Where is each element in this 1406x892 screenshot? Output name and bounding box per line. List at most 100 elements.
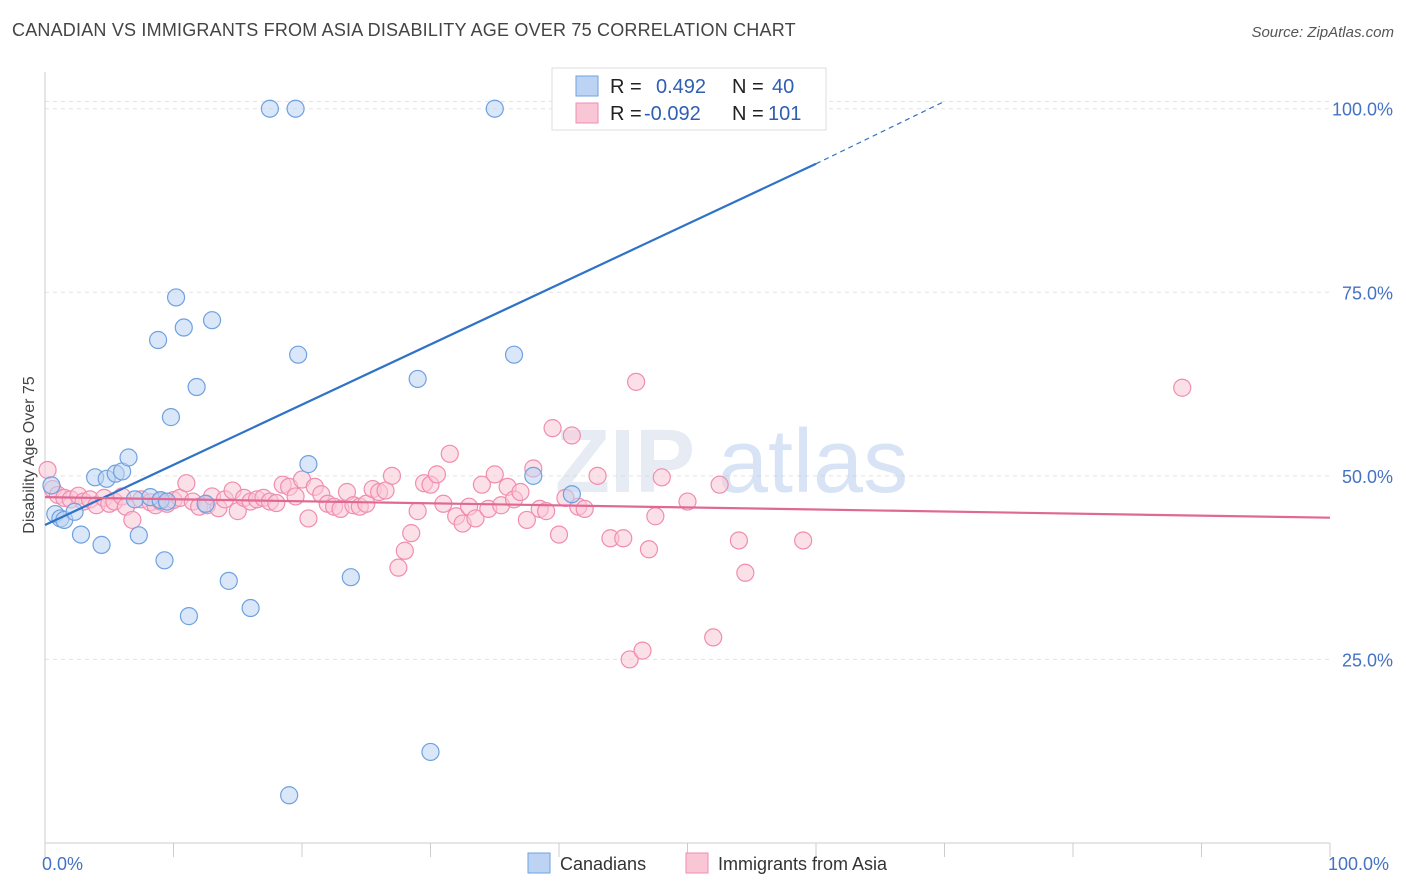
canadians-point-30: [286, 99, 305, 118]
canadians-point-27: [241, 598, 260, 618]
immigrants-point-92: [646, 507, 665, 526]
axes: [44, 72, 1331, 857]
canadians-point-38: [524, 466, 543, 485]
y-tick-label-0: 25.0%: [1342, 650, 1393, 670]
canadians-point-36: [485, 99, 504, 118]
immigrants-point-70: [485, 465, 504, 484]
immigrants-point-75: [517, 510, 536, 530]
immigrants-point-87: [614, 529, 633, 548]
immigrants-point-41: [299, 509, 318, 528]
immigrants-point-95: [704, 628, 723, 647]
series-canadians-points: [42, 99, 581, 805]
canadians-point-26: [219, 571, 238, 590]
legend-n-value-2: 101: [768, 103, 801, 125]
canadians-point-33: [341, 568, 360, 587]
canadians-point-31: [289, 345, 308, 364]
immigrants-point-36: [267, 493, 286, 513]
y-tick-label-1: 50.0%: [1342, 467, 1393, 487]
immigrants-point-91: [639, 540, 659, 559]
canadians-point-34: [408, 369, 427, 389]
series-immigrants-points: [38, 372, 1192, 669]
immigrants-point-67: [466, 509, 485, 528]
bottom-legend-swatch-immigrants: [685, 852, 709, 874]
canadians-point-28: [260, 99, 279, 118]
canadians-point-22: [179, 607, 199, 626]
legend-r-value-1: 0.492: [656, 76, 706, 98]
legend-r-value-2: -0.092: [644, 103, 701, 125]
canadians-point-13: [129, 526, 148, 545]
bottom-legend-immigrants: Immigrants from Asia: [718, 854, 888, 874]
y-tick-label-3: 100.0%: [1332, 100, 1393, 120]
immigrants-point-93: [652, 468, 671, 487]
canadians-point-25: [202, 311, 222, 330]
immigrants-point-85: [588, 466, 607, 485]
canadians-point-5: [71, 525, 91, 544]
immigrants-point-97: [729, 531, 749, 550]
canadians-point-37: [504, 345, 524, 364]
y-tick-labels: 25.0% 50.0% 75.0% 100.0%: [1332, 100, 1393, 671]
immigrants-point-57: [402, 524, 421, 543]
immigrants-point-54: [382, 466, 402, 485]
immigrants-point-94: [678, 492, 697, 511]
canadians-point-24: [196, 494, 215, 513]
series-legend: Canadians Immigrants from Asia: [527, 852, 888, 874]
trend-lines: [44, 100, 1331, 527]
legend-r-label-1: R =: [610, 76, 642, 98]
canadians-point-21: [174, 318, 193, 337]
bottom-legend-canadians: Canadians: [560, 854, 646, 874]
immigrants-point-0: [38, 460, 57, 480]
legend-n-value-1: 40: [772, 76, 794, 98]
canadians-point-15: [148, 330, 168, 350]
immigrants-point-96: [710, 475, 729, 494]
trend-canadians-extension: [815, 100, 945, 165]
chart-title: CANADIAN VS IMMIGRANTS FROM ASIA DISABIL…: [12, 20, 796, 40]
trend-immigrants: [44, 496, 1331, 519]
immigrants-point-100: [1173, 378, 1192, 397]
immigrants-point-79: [543, 419, 562, 438]
canadians-point-11: [119, 448, 138, 467]
x-tick-label-min: 0.0%: [42, 854, 83, 874]
immigrants-point-74: [511, 482, 530, 502]
canadians-point-17: [155, 551, 174, 570]
immigrants-point-55: [389, 558, 408, 577]
immigrants-point-90: [633, 641, 652, 660]
canadians-point-32: [299, 455, 318, 474]
legend-swatch-immigrants: [575, 102, 599, 124]
immigrants-point-80: [549, 525, 569, 544]
y-tick-label-2: 75.0%: [1342, 283, 1393, 303]
watermark-atlas: atlas: [718, 412, 908, 512]
stats-legend: R = 0.492 N = 40 R = -0.092 N = 101: [551, 67, 827, 131]
immigrants-point-78: [537, 502, 556, 521]
canadians-point-19: [161, 408, 181, 427]
trend-canadians: [44, 162, 817, 527]
immigrants-point-98: [736, 563, 755, 582]
immigrants-point-14: [123, 510, 142, 530]
chart-source: Source: ZipAtlas.com: [1251, 24, 1394, 41]
legend-n-label-2: N =: [732, 103, 764, 125]
canadians-point-23: [187, 377, 206, 397]
legend-n-label-1: N =: [732, 76, 764, 98]
legend-r-label-2: R =: [610, 103, 642, 125]
canadians-point-29: [280, 786, 299, 805]
immigrants-point-58: [408, 502, 427, 521]
immigrants-point-84: [575, 499, 594, 518]
grid-lines: [45, 100, 1330, 660]
canadians-point-39: [562, 485, 581, 504]
canadians-point-35: [421, 742, 440, 762]
canadians-point-0: [42, 476, 61, 495]
canadians-point-18: [157, 492, 177, 511]
legend-swatch-canadians: [575, 75, 599, 97]
y-axis-label: Disability Age Over 75: [21, 376, 38, 534]
immigrants-point-22: [177, 474, 196, 493]
canadians-point-20: [166, 288, 186, 307]
immigrants-point-88: [620, 650, 639, 669]
bottom-legend-swatch-canadians: [527, 852, 551, 874]
immigrants-point-63: [440, 444, 459, 463]
immigrants-point-82: [562, 426, 581, 445]
canadians-point-7: [92, 535, 111, 554]
x-tick-label-max: 100.0%: [1328, 854, 1389, 874]
immigrants-point-68: [472, 475, 491, 494]
immigrants-point-61: [427, 465, 447, 484]
immigrants-point-56: [395, 541, 414, 560]
